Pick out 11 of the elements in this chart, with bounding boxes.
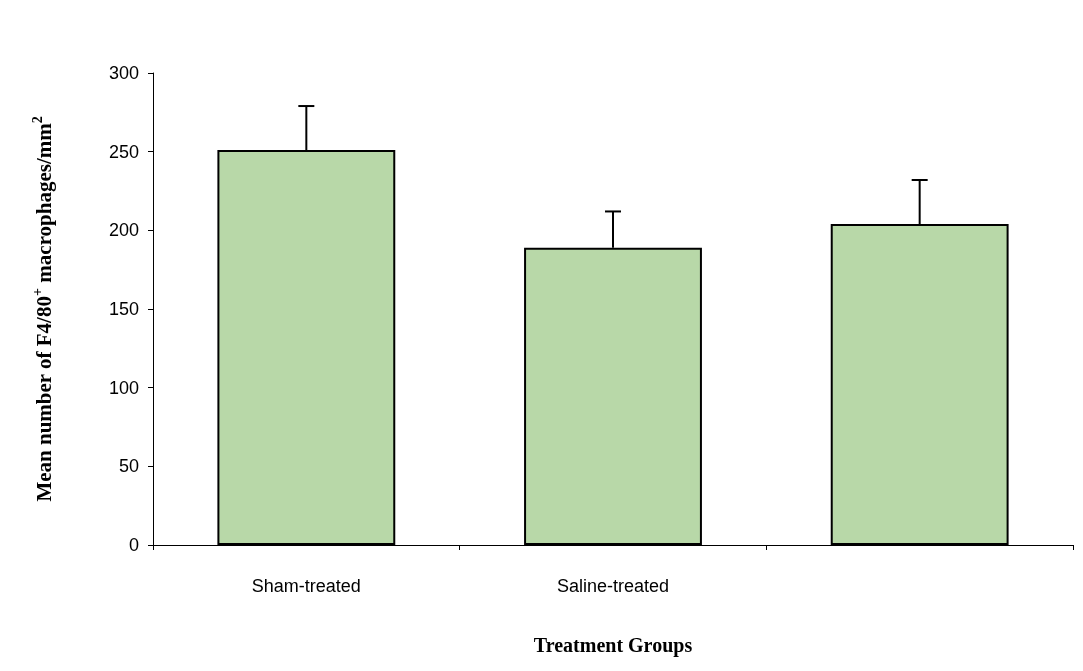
y-tick-label: 100 [108,377,139,398]
y-tick-label: 0 [128,535,139,555]
y-axis-title: Mean number of F4/80+ macrophages/mm2 [29,116,56,502]
x-tick-label: Sham-treated [251,576,361,596]
x-tick-label: Saline-treated [556,576,670,596]
y-tick-label: 150 [108,299,139,319]
y-tick-label: 200 [108,220,139,241]
y-tick-label: 300 [108,63,139,83]
x-axis-title: Treatment Groups [533,634,693,657]
y-tick-label: 250 [108,141,139,162]
y-tick-label: 50 [118,456,139,477]
